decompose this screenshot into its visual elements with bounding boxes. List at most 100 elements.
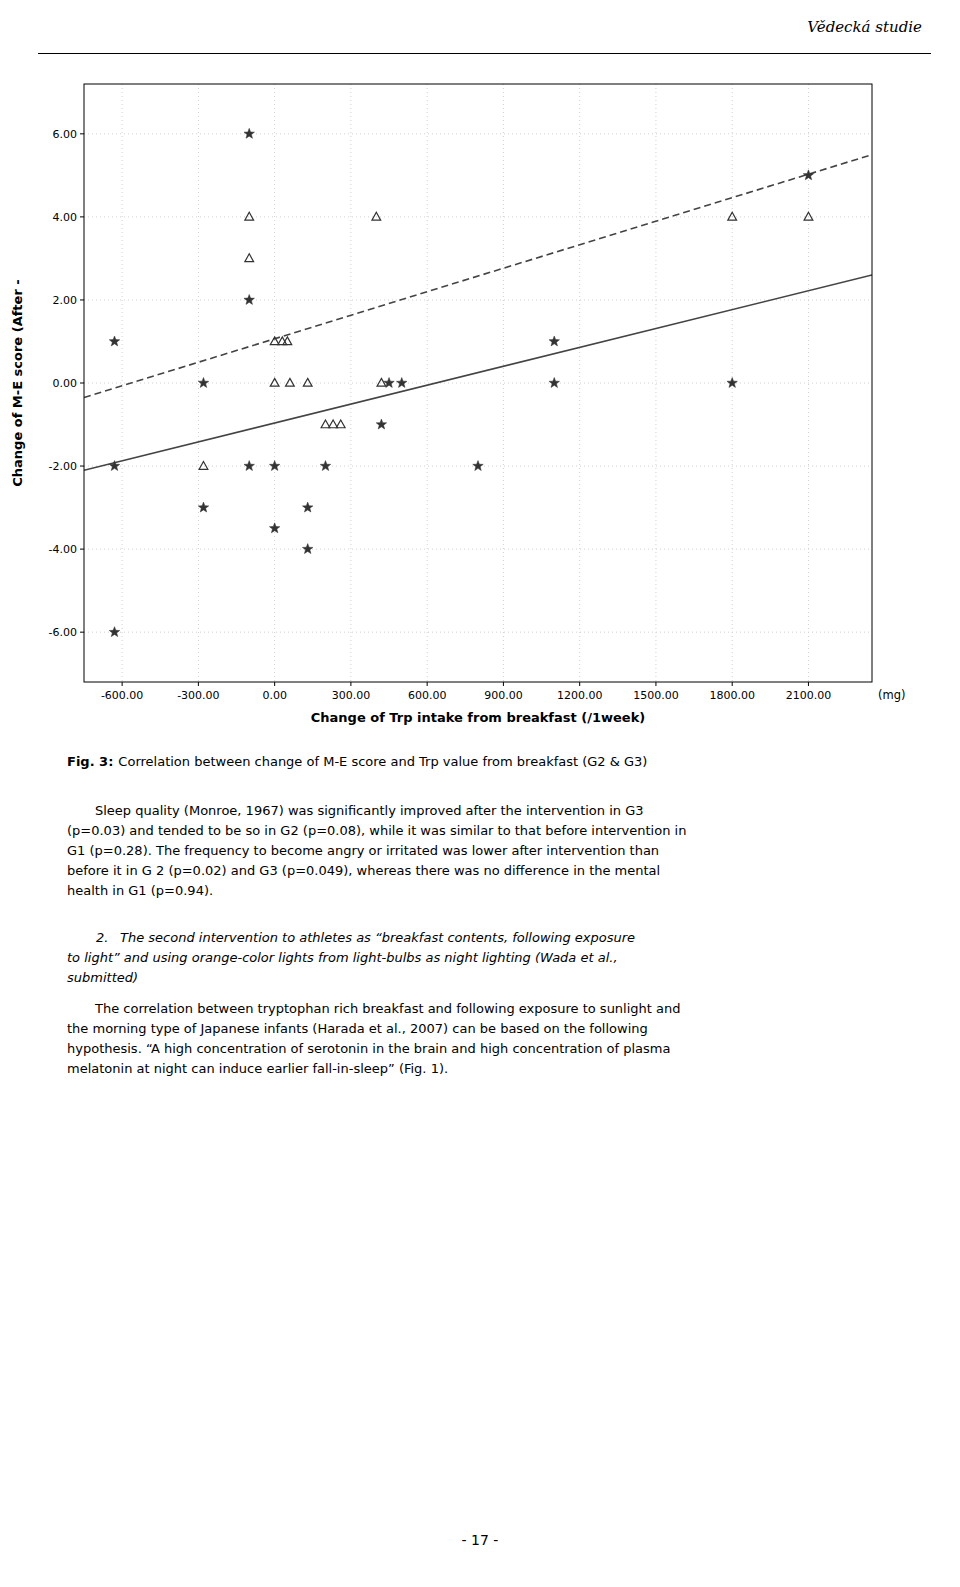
- figure-caption: Fig. 3: Correlation between change of M-E…: [67, 752, 647, 772]
- x-tick-label: 900.00: [484, 689, 523, 702]
- triangle-marker: [329, 420, 338, 428]
- x-tick-label: 1500.00: [633, 689, 679, 702]
- section-title-line: The second intervention to athletes as “…: [120, 928, 635, 948]
- axes: -600.00-300.000.00300.00600.00900.001200…: [49, 128, 832, 702]
- y-tick: [80, 299, 84, 300]
- y-grid-line: [84, 133, 872, 134]
- x-grid-line: [274, 84, 275, 682]
- body-text-line: hypothesis. “A high concentration of ser…: [67, 1039, 670, 1059]
- triangle-marker: [303, 378, 312, 386]
- x-axis-unit: (mg): [878, 688, 905, 702]
- x-tick: [427, 682, 428, 686]
- body-text-line: the morning type of Japanese infants (Ha…: [67, 1019, 648, 1039]
- y-tick: [80, 133, 84, 134]
- star-marker: [803, 170, 813, 180]
- trend-line: [84, 155, 872, 398]
- x-tick-label: -600.00: [101, 689, 143, 702]
- star-marker: [376, 419, 386, 429]
- section-title-line: to light” and using orange-color lights …: [67, 948, 618, 968]
- star-marker: [244, 461, 254, 471]
- x-tick-label: 2100.00: [786, 689, 832, 702]
- y-axis-label: Change of M-E score (After -: [10, 279, 25, 486]
- triangle-marker: [199, 461, 208, 469]
- x-tick: [808, 682, 809, 686]
- x-tick-label: 1200.00: [557, 689, 603, 702]
- star-marker: [549, 336, 559, 346]
- x-tick: [274, 682, 275, 686]
- triangle-marker: [283, 337, 292, 345]
- y-tick-label: -4.00: [49, 543, 77, 556]
- star-marker: [198, 378, 208, 388]
- x-grid-line: [122, 84, 123, 682]
- triangle-marker: [245, 254, 254, 262]
- x-tick-label: 0.00: [262, 689, 287, 702]
- y-grid-line: [84, 549, 872, 550]
- triangle-marker: [377, 378, 386, 386]
- star-marker: [109, 461, 119, 471]
- x-grid-line: [427, 84, 428, 682]
- section-title-line: submitted): [67, 968, 138, 988]
- x-grid-line: [198, 84, 199, 682]
- body-text-line: before it in G 2 (p=0.02) and G3 (p=0.04…: [67, 861, 660, 881]
- star-marker: [549, 378, 559, 388]
- star-marker: [302, 544, 312, 554]
- x-grid-line: [503, 84, 504, 682]
- star-marker: [727, 378, 737, 388]
- triangle-marker: [372, 212, 381, 220]
- x-tick: [198, 682, 199, 686]
- triangle-marker: [804, 212, 813, 220]
- triangle-marker: [321, 420, 330, 428]
- triangle-marker: [245, 212, 254, 220]
- body-text-line: health in G1 (p=0.94).: [67, 881, 213, 901]
- page: {"header": "Vědecká studie", "chart_data…: [0, 0, 960, 1587]
- y-grid-line: [84, 216, 872, 217]
- y-tick-label: 6.00: [53, 128, 78, 141]
- star-marker: [244, 128, 254, 138]
- star-marker: [269, 461, 279, 471]
- page-number: - 17 -: [0, 1532, 960, 1548]
- star-marker: [109, 627, 119, 637]
- x-tick: [122, 682, 123, 686]
- y-tick: [80, 549, 84, 550]
- y-grid-line: [84, 632, 872, 633]
- y-tick: [80, 383, 84, 384]
- triangle-marker: [286, 378, 295, 386]
- triangle-marker: [336, 420, 345, 428]
- x-axis-label: Change of Trp intake from breakfast (/1w…: [311, 710, 646, 725]
- x-tick: [732, 682, 733, 686]
- section-number: 2.: [96, 928, 108, 948]
- body-text-line: melatonin at night can induce earlier fa…: [67, 1059, 448, 1079]
- x-grid-line: [350, 84, 351, 682]
- triangle-marker: [270, 337, 279, 345]
- x-tick-label: -300.00: [177, 689, 219, 702]
- grid: [84, 84, 872, 682]
- y-grid-line: [84, 299, 872, 300]
- y-tick-label: -6.00: [49, 626, 77, 639]
- caption-text: Correlation between change of M-E score …: [118, 754, 647, 769]
- body-text-line: Sleep quality (Monroe, 1967) was signifi…: [95, 801, 644, 821]
- star-marker: [244, 294, 254, 304]
- star-marker: [269, 523, 279, 533]
- y-tick-label: -2.00: [49, 460, 77, 473]
- header-rule: [38, 53, 931, 54]
- star-marker: [397, 378, 407, 388]
- plot-data: [84, 128, 872, 636]
- y-tick: [80, 466, 84, 467]
- star-marker: [109, 336, 119, 346]
- x-tick: [350, 682, 351, 686]
- y-tick-label: 4.00: [53, 211, 78, 224]
- triangle-marker: [270, 378, 279, 386]
- x-tick-label: 1800.00: [709, 689, 755, 702]
- x-tick-label: 600.00: [408, 689, 447, 702]
- body-text-line: G1 (p=0.28). The frequency to become ang…: [67, 841, 659, 861]
- y-tick-label: 2.00: [53, 294, 78, 307]
- trend-line: [84, 275, 872, 470]
- body-text-line: (p=0.03) and tended to be so in G2 (p=0.…: [67, 821, 686, 841]
- star-marker: [198, 502, 208, 512]
- chart: -600.00-300.000.00300.00600.00900.001200…: [0, 64, 960, 744]
- star-marker: [320, 461, 330, 471]
- x-tick: [579, 682, 580, 686]
- plot-frame: [84, 84, 872, 682]
- star-marker: [302, 502, 312, 512]
- caption-label: Fig. 3:: [67, 754, 113, 769]
